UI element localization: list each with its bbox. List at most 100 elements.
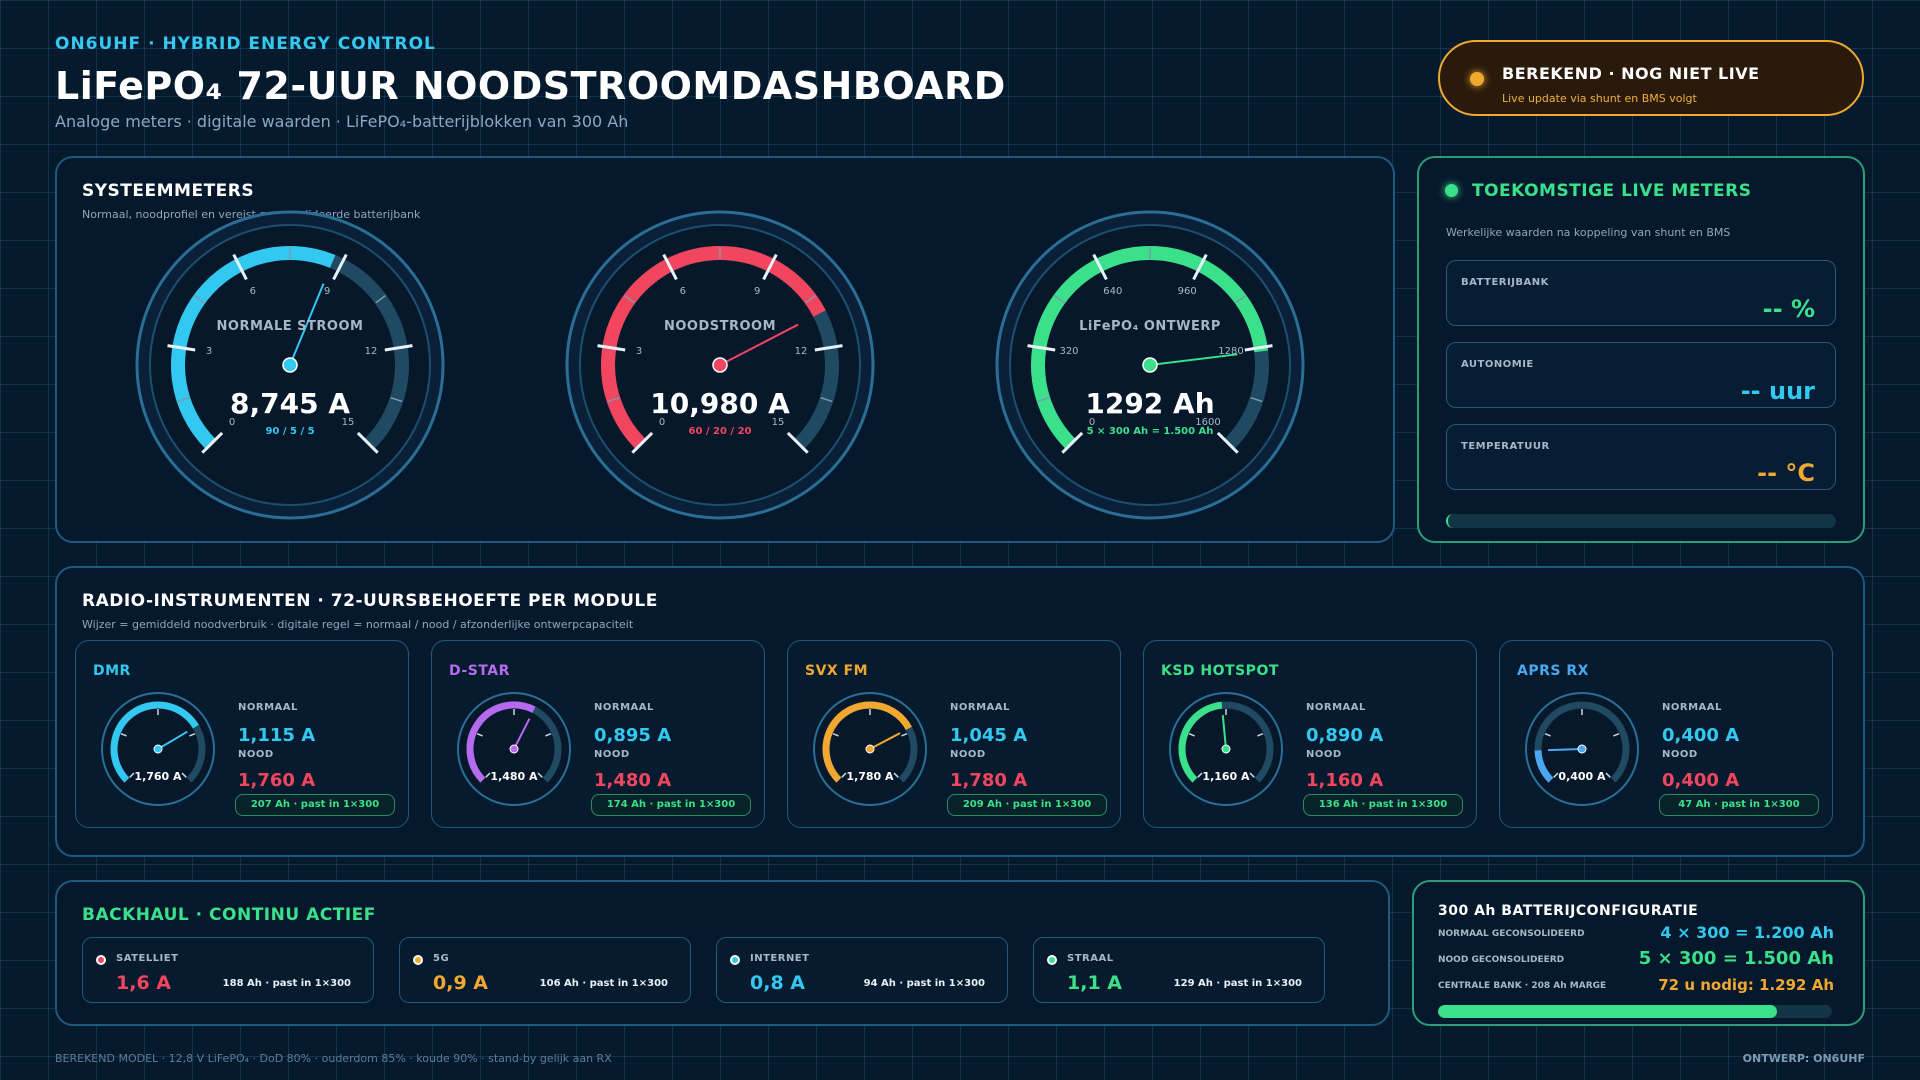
live-meters-subtitle: Werkelijke waarden na koppeling van shun… bbox=[1446, 226, 1731, 239]
backhaul-card-5g: 5G 0,9 A 106 Ah · past in 1×300 bbox=[399, 937, 691, 1003]
module-normal-label: NORMAAL bbox=[594, 702, 654, 713]
backhaul-name: STRAAL bbox=[1067, 953, 1114, 964]
module-capacity-pill: 47 Ah · past in 1×300 bbox=[1659, 794, 1819, 816]
backhaul-capacity: 188 Ah · past in 1×300 bbox=[222, 978, 351, 989]
gauge-subvalue: 60 / 20 / 20 bbox=[688, 426, 752, 437]
gauge-tick-label: 1280 bbox=[1218, 346, 1244, 358]
gauge-label: NORMALE STROOM bbox=[216, 319, 364, 334]
backhaul-card-satelliet: SATELLIET 1,6 A 188 Ah · past in 1×300 bbox=[82, 937, 374, 1003]
gauge-tick-label: 320 bbox=[1059, 346, 1079, 358]
module-gauge-value: 0,400 A bbox=[1558, 770, 1606, 783]
module-capacity-pill: 209 Ah · past in 1×300 bbox=[947, 794, 1107, 816]
backhaul-name: INTERNET bbox=[750, 953, 810, 964]
gauge-tick-label: 3 bbox=[205, 346, 213, 358]
backhaul-value: 0,8 A bbox=[750, 972, 805, 994]
module-nood-value: 1,760 A bbox=[238, 770, 316, 791]
module-card-d-star: D-STAR 1,480 A NORMAAL 0,895 A NOOD 1,48… bbox=[431, 640, 765, 828]
module-nood-value: 0,400 A bbox=[1662, 770, 1740, 791]
live-progress-bar bbox=[1446, 514, 1836, 528]
radio-title: RADIO-INSTRUMENTEN · 72-UURSBEHOEFTE PER… bbox=[82, 591, 658, 611]
gauge-tick-label: 15 bbox=[341, 416, 355, 428]
module-normal-label: NORMAAL bbox=[1662, 702, 1722, 713]
footer-credit: ONTWERP: ON6UHF bbox=[1742, 1052, 1865, 1065]
backhaul-card-internet: INTERNET 0,8 A 94 Ah · past in 1×300 bbox=[716, 937, 1008, 1003]
module-card-svx-fm: SVX FM 1,780 A NORMAAL 1,045 A NOOD 1,78… bbox=[787, 640, 1121, 828]
gauge-2 bbox=[995, 210, 1305, 520]
status-badge: BEREKEND · NOG NIET LIVE Live update via… bbox=[1438, 40, 1864, 116]
gauge-tick-label: 15 bbox=[771, 416, 785, 428]
module-normal-value: 0,400 A bbox=[1662, 725, 1740, 746]
module-capacity-pill: 174 Ah · past in 1×300 bbox=[591, 794, 751, 816]
gauge-tick-label: 0 bbox=[228, 416, 236, 428]
module-nood-label: NOOD bbox=[950, 749, 986, 760]
config-row-label: NORMAAL GECONSOLIDEERD bbox=[1438, 929, 1585, 939]
gauge-tick-label: 6 bbox=[249, 285, 256, 297]
gauge-1 bbox=[565, 210, 875, 520]
module-nood-label: NOOD bbox=[238, 749, 274, 760]
battery-config-title: 300 Ah BATTERIJCONFIGURATIE bbox=[1438, 903, 1699, 919]
live-meter-temperatuur: TEMPERATUUR -- °C bbox=[1446, 424, 1836, 490]
status-dot-icon bbox=[1470, 72, 1484, 86]
brand-line: ON6UHF · HYBRID ENERGY CONTROL bbox=[55, 34, 436, 54]
gauge-value: 8,745 A bbox=[230, 387, 350, 420]
module-name: SVX FM bbox=[805, 663, 869, 679]
module-card-ksd-hotspot: KSD HOTSPOT 1,160 A NORMAAL 0,890 A NOOD… bbox=[1143, 640, 1477, 828]
module-gauge-value: 1,480 A bbox=[490, 770, 538, 783]
module-nood-label: NOOD bbox=[1662, 749, 1698, 760]
module-nood-value: 1,160 A bbox=[1306, 770, 1384, 791]
backhaul-capacity: 129 Ah · past in 1×300 bbox=[1173, 978, 1302, 989]
live-meter-value: -- % bbox=[1762, 295, 1815, 323]
backhaul-title: BACKHAUL · CONTINU ACTIEF bbox=[82, 905, 376, 925]
gauge-value: 10,980 A bbox=[650, 387, 790, 420]
module-capacity-pill: 207 Ah · past in 1×300 bbox=[235, 794, 395, 816]
gauge-tick-label: 0 bbox=[658, 416, 666, 428]
config-row-value: 4 × 300 = 1.200 Ah bbox=[1660, 923, 1834, 942]
module-name: D-STAR bbox=[449, 663, 510, 679]
module-gauge-value: 1,760 A bbox=[134, 770, 182, 783]
status-subtitle: Live update via shunt en BMS volgt bbox=[1502, 92, 1697, 105]
live-meter-autonomie: AUTONOMIE -- uur bbox=[1446, 342, 1836, 408]
gauge-tick-label: 1600 bbox=[1195, 416, 1221, 428]
gauge-fill-arc bbox=[1031, 246, 1269, 450]
backhaul-card-straal: STRAAL 1,1 A 129 Ah · past in 1×300 bbox=[1033, 937, 1325, 1003]
module-normal-value: 1,115 A bbox=[238, 725, 316, 746]
module-name: APRS RX bbox=[1517, 663, 1589, 679]
live-meter-batterijbank: BATTERIJBANK -- % bbox=[1446, 260, 1836, 326]
page-subtitle: Analoge meters · digitale waarden · LiFe… bbox=[55, 112, 629, 131]
battery-config-bar-fill bbox=[1438, 1005, 1777, 1018]
backhaul-value: 0,9 A bbox=[433, 972, 488, 994]
backhaul-capacity: 106 Ah · past in 1×300 bbox=[539, 978, 668, 989]
module-normal-label: NORMAAL bbox=[238, 702, 298, 713]
backhaul-dot-icon bbox=[96, 955, 106, 965]
battery-config-panel bbox=[1412, 880, 1865, 1026]
backhaul-dot-icon bbox=[730, 955, 740, 965]
module-normal-label: NORMAAL bbox=[950, 702, 1010, 713]
module-normal-value: 0,895 A bbox=[594, 725, 672, 746]
gauge-tick-label: 960 bbox=[1177, 285, 1197, 297]
module-name: DMR bbox=[93, 663, 131, 679]
module-gauge bbox=[101, 692, 215, 806]
live-meters-title: TOEKOMSTIGE LIVE METERS bbox=[1472, 181, 1752, 201]
module-name: KSD HOTSPOT bbox=[1161, 663, 1279, 679]
radio-subtitle: Wijzer = gemiddeld noodverbruik · digita… bbox=[82, 618, 634, 631]
page-title: LiFePO₄ 72-UUR NOODSTROOMDASHBOARD bbox=[55, 64, 1006, 108]
status-title: BEREKEND · NOG NIET LIVE bbox=[1502, 64, 1760, 83]
module-gauge-value: 1,780 A bbox=[846, 770, 894, 783]
module-nood-label: NOOD bbox=[1306, 749, 1342, 760]
module-nood-label: NOOD bbox=[594, 749, 630, 760]
module-normal-label: NORMAAL bbox=[1306, 702, 1366, 713]
system-meters-title: SYSTEEMMETERS bbox=[82, 181, 255, 201]
live-meter-label: BATTERIJBANK bbox=[1461, 277, 1549, 288]
gauge-value: 1292 Ah bbox=[1085, 387, 1215, 420]
gauge-0 bbox=[135, 210, 445, 520]
gauge-tick-label: 12 bbox=[364, 346, 378, 358]
gauge-label: LiFePO₄ ONTWERP bbox=[1079, 319, 1221, 334]
module-gauge bbox=[1525, 692, 1639, 806]
module-gauge bbox=[813, 692, 927, 806]
live-dot-icon bbox=[1445, 184, 1458, 197]
module-nood-value: 1,780 A bbox=[950, 770, 1028, 791]
config-row-value: 5 × 300 = 1.500 Ah bbox=[1638, 948, 1834, 969]
backhaul-dot-icon bbox=[1047, 955, 1057, 965]
module-gauge bbox=[1169, 692, 1283, 806]
battery-config-bar bbox=[1438, 1005, 1832, 1018]
